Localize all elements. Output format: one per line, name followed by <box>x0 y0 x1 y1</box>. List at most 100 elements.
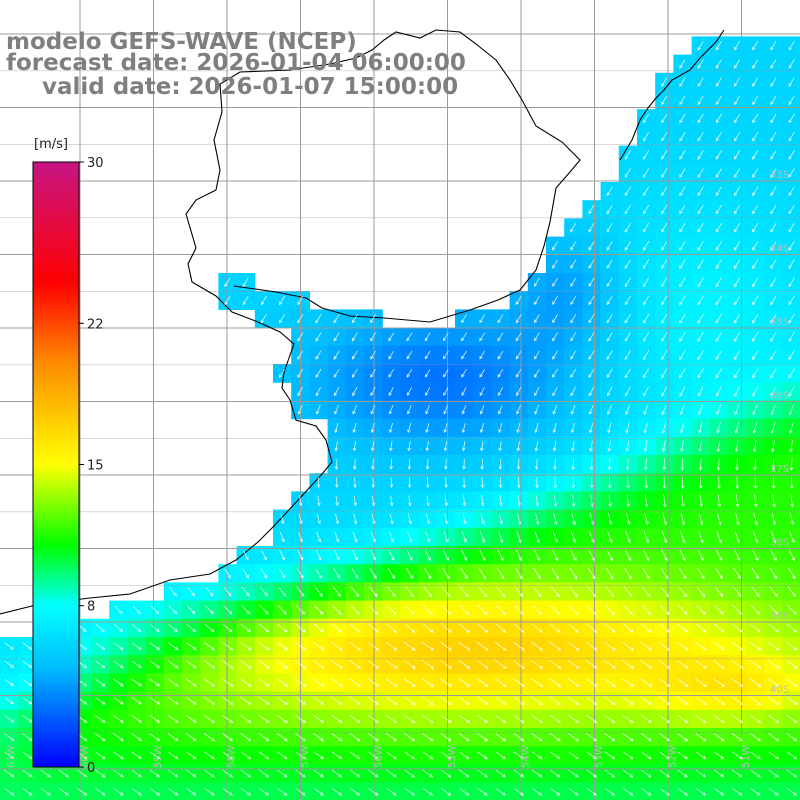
wind-arrow <box>731 623 743 633</box>
wind-arrow <box>768 604 779 615</box>
wind-arrow <box>586 714 598 724</box>
wind-arrow <box>642 277 650 288</box>
wind-cell <box>509 291 529 310</box>
wind-cell <box>254 782 274 800</box>
wind-arrow <box>516 458 521 471</box>
wind-cell <box>309 327 329 347</box>
wind-cell <box>509 309 529 329</box>
wind-arrow <box>588 314 595 324</box>
wind-arrow <box>516 531 522 544</box>
wind-cell <box>127 782 147 800</box>
wind-arrow <box>552 404 558 415</box>
wind-arrow <box>476 659 489 669</box>
wind-arrow <box>315 404 321 415</box>
wind-arrow <box>549 714 561 724</box>
wind-arrow <box>770 241 777 251</box>
wind-arrow <box>732 751 743 760</box>
wind-arrow <box>679 168 686 179</box>
wind-cell <box>782 509 800 529</box>
wind-cell <box>728 54 747 74</box>
wind-arrow <box>297 550 304 561</box>
wind-cell <box>691 109 711 128</box>
wind-cell <box>582 273 602 292</box>
longitude-label: 60W <box>80 745 91 768</box>
wind-cell <box>491 364 511 383</box>
wind-arrow <box>733 186 741 197</box>
wind-arrow <box>662 458 666 471</box>
wind-arrow <box>352 531 358 543</box>
wind-arrow <box>277 605 287 615</box>
wind-arrow <box>752 404 758 416</box>
wind-arrow <box>622 678 634 687</box>
wind-cell <box>582 200 602 219</box>
wind-cell <box>546 382 565 401</box>
wind-arrow <box>40 787 51 796</box>
wind-arrow <box>661 422 667 434</box>
wind-arrow <box>113 751 124 760</box>
wind-arrow <box>186 605 196 615</box>
wind-cell <box>327 782 347 800</box>
wind-arrow <box>642 186 650 197</box>
wind-arrow <box>770 77 777 87</box>
wind-arrow <box>770 131 777 142</box>
wind-cell <box>782 600 800 620</box>
wind-arrow <box>352 422 357 434</box>
wind-cell <box>637 309 656 329</box>
wind-arrow <box>715 77 722 87</box>
wind-arrow <box>350 586 360 597</box>
wind-cell <box>764 54 784 74</box>
wind-cell <box>309 345 329 365</box>
wind-cell <box>327 382 347 401</box>
wind-cell <box>600 291 620 310</box>
wind-arrow <box>240 714 252 724</box>
wind-arrow <box>407 459 412 470</box>
wind-arrow <box>679 131 686 142</box>
wind-arrow <box>186 769 197 778</box>
wind-arrow <box>713 787 725 796</box>
wind-cell <box>709 200 729 219</box>
wind-arrow <box>552 259 558 269</box>
wind-cell <box>455 309 474 329</box>
wind-arrow <box>349 678 361 687</box>
wind-cell <box>728 200 747 219</box>
wind-arrow <box>585 641 598 651</box>
wind-arrow <box>715 95 722 106</box>
wind-cell <box>691 127 711 147</box>
wind-arrow <box>590 494 594 508</box>
wind-cell <box>728 109 747 128</box>
wind-arrow <box>679 350 686 361</box>
wind-cell <box>691 145 711 165</box>
wind-arrow <box>276 623 288 633</box>
wind-arrow <box>349 769 361 778</box>
wind-arrow <box>406 332 413 342</box>
wind-arrow <box>370 404 376 415</box>
wind-arrow <box>679 259 686 270</box>
wind-arrow <box>713 696 725 706</box>
wind-arrow <box>623 604 634 615</box>
wind-arrow <box>606 567 614 580</box>
wind-arrow <box>552 277 558 287</box>
wind-cell <box>491 345 511 365</box>
wind-cell <box>527 327 547 347</box>
wind-arrow <box>661 77 668 87</box>
wind-arrow <box>625 422 630 434</box>
wind-cell <box>655 182 674 201</box>
wind-arrow <box>531 659 544 669</box>
wind-cell <box>691 163 711 183</box>
wind-arrow <box>517 495 521 507</box>
wind-arrow <box>331 714 343 724</box>
wind-cell <box>600 273 620 292</box>
wind-arrow <box>424 332 431 342</box>
wind-arrow <box>389 531 394 543</box>
colorbar-tick-label: 0 <box>87 761 95 776</box>
wind-arrow <box>131 678 142 687</box>
wind-arrow <box>533 567 541 580</box>
wind-speed-field <box>0 36 800 800</box>
wind-cell <box>455 782 474 800</box>
wind-cell <box>691 54 711 74</box>
wind-arrow <box>679 404 685 416</box>
colorbar-tick-label: 15 <box>87 459 104 474</box>
wind-arrow <box>567 678 580 687</box>
wind-arrow <box>313 733 325 742</box>
wind-arrow <box>697 204 704 215</box>
